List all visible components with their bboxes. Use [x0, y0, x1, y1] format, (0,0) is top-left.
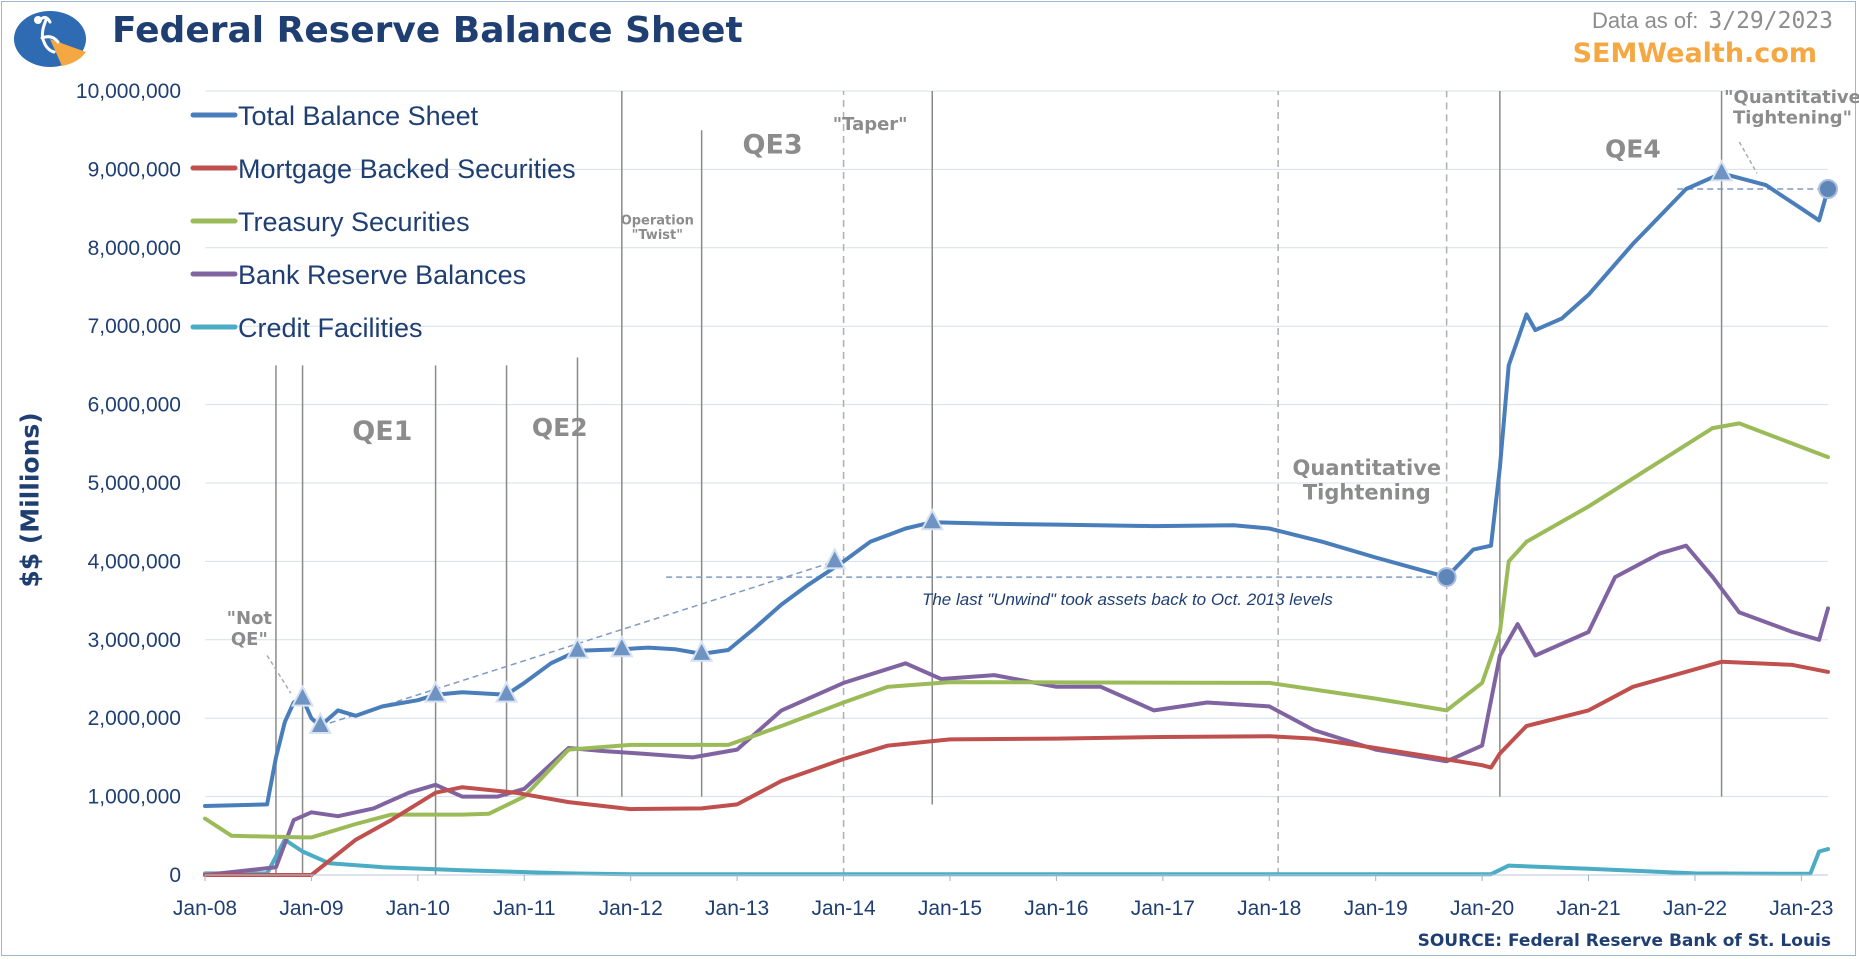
annotation-qe2: QE2 [532, 413, 588, 442]
y-tick-label: 10,000,000 [76, 80, 181, 103]
x-tick-label: Jan-18 [1237, 897, 1301, 920]
x-tick-label: Jan-19 [1344, 897, 1408, 920]
legend: Total Balance Sheet Mortgage Backed Secur… [190, 101, 576, 343]
y-tick-label: 5,000,000 [88, 472, 181, 495]
axis-ticks: 0 1,000,000 2,000,000 3,000,000 4,000,000 5,0… [76, 80, 1834, 920]
triangle-marker [920, 508, 944, 531]
annotation-qe4: QE4 [1605, 135, 1661, 164]
triangle-marker [565, 636, 590, 659]
source-note: SOURCE: Federal Reserve Bank of St. Loui… [1417, 931, 1831, 951]
reference-lines [320, 188, 1828, 727]
y-tick-label: 8,000,000 [88, 237, 181, 260]
semwealth-logo-icon [14, 11, 86, 67]
data-as-of: Data as of: 3/29/2023 [1592, 8, 1833, 34]
x-tick-label: Jan-09 [279, 897, 343, 920]
series-line-credit-facilities [203, 837, 1830, 877]
legend-label-treasury-securities: Treasury Securities [238, 207, 470, 237]
x-tick-label: Jan-12 [599, 897, 663, 920]
series-markers [290, 159, 1838, 735]
legend-label-total-balance-sheet: Total Balance Sheet [238, 101, 479, 131]
event-lines [275, 91, 1723, 875]
annotation-qe1: QE1 [352, 416, 412, 447]
x-tick-label: Jan-17 [1131, 897, 1195, 920]
y-tick-label: 3,000,000 [88, 629, 181, 652]
y-tick-label: 1,000,000 [88, 786, 181, 809]
annotation-qe3: QE3 [743, 130, 803, 161]
annotations: "Not QE" QE1 QE2 Operation "Twist" QE3 "Taper" Q… [227, 87, 1859, 694]
legend-label-mortgage-backed-securities: Mortgage Backed Securities [238, 154, 576, 184]
triangle-marker [308, 711, 332, 735]
circle-marker [1818, 179, 1838, 199]
legend-label-bank-reserve-balances: Bank Reserve Balances [238, 260, 526, 290]
series-line-treasury-securities [203, 421, 1830, 840]
y-tick-label: 6,000,000 [88, 394, 181, 417]
triangle-marker [494, 680, 519, 703]
x-tick-label: Jan-11 [493, 897, 556, 920]
annotation-taper: "Taper" [833, 114, 908, 135]
unwind-note: The last "Unwind" took assets back to Oc… [922, 590, 1333, 609]
x-tick-label: Jan-15 [918, 897, 982, 920]
x-tick-label: Jan-20 [1450, 897, 1514, 920]
triangle-marker [689, 639, 714, 662]
annotation-operation-twist: Operation "Twist" [621, 213, 694, 243]
y-tick-label: 4,000,000 [88, 550, 181, 573]
legend-label-credit-facilities: Credit Facilities [238, 313, 423, 343]
triangle-marker [1709, 159, 1734, 182]
y-tick-label: 2,000,000 [88, 707, 181, 730]
y-tick-label: 7,000,000 [88, 315, 181, 338]
triangle-marker [823, 547, 847, 570]
x-tick-label: Jan-23 [1769, 897, 1833, 920]
not-qe-arrow [266, 655, 292, 694]
y-tick-label: 0 [169, 864, 181, 887]
x-tick-label: Jan-16 [1024, 897, 1088, 920]
circle-marker [1436, 567, 1457, 588]
y-tick-label: 9,000,000 [88, 158, 181, 181]
x-tick-label: Jan-21 [1556, 897, 1620, 920]
triangle-marker [610, 635, 634, 658]
x-tick-label: Jan-10 [386, 897, 450, 920]
series-line-mortgage-backed-securities [203, 659, 1830, 877]
x-tick-label: Jan-13 [705, 897, 769, 920]
as-of-label: Data as of: [1591, 8, 1699, 33]
qt-arrow [1738, 141, 1758, 174]
x-tick-label: Jan-22 [1663, 897, 1727, 920]
as-of-date: 3/29/2023 [1708, 8, 1833, 34]
x-tick-label: Jan-14 [811, 897, 876, 920]
series-lines [203, 171, 1830, 877]
series-line-total-balance-sheet [203, 171, 1830, 808]
x-tick-label: Jan-08 [173, 897, 237, 920]
annotation-quantitative-tightening-2022: "Quantitative Tightening" [1724, 87, 1859, 129]
annotation-not-qe: "Not QE" [227, 608, 273, 650]
triangle-marker [290, 684, 315, 707]
triangle-marker [423, 680, 448, 703]
page-title: Federal Reserve Balance Sheet [112, 10, 743, 51]
brand-link[interactable]: SEMWealth.com [1572, 38, 1817, 69]
annotation-quantitative-tightening: Quantitative Tightening [1293, 456, 1442, 504]
